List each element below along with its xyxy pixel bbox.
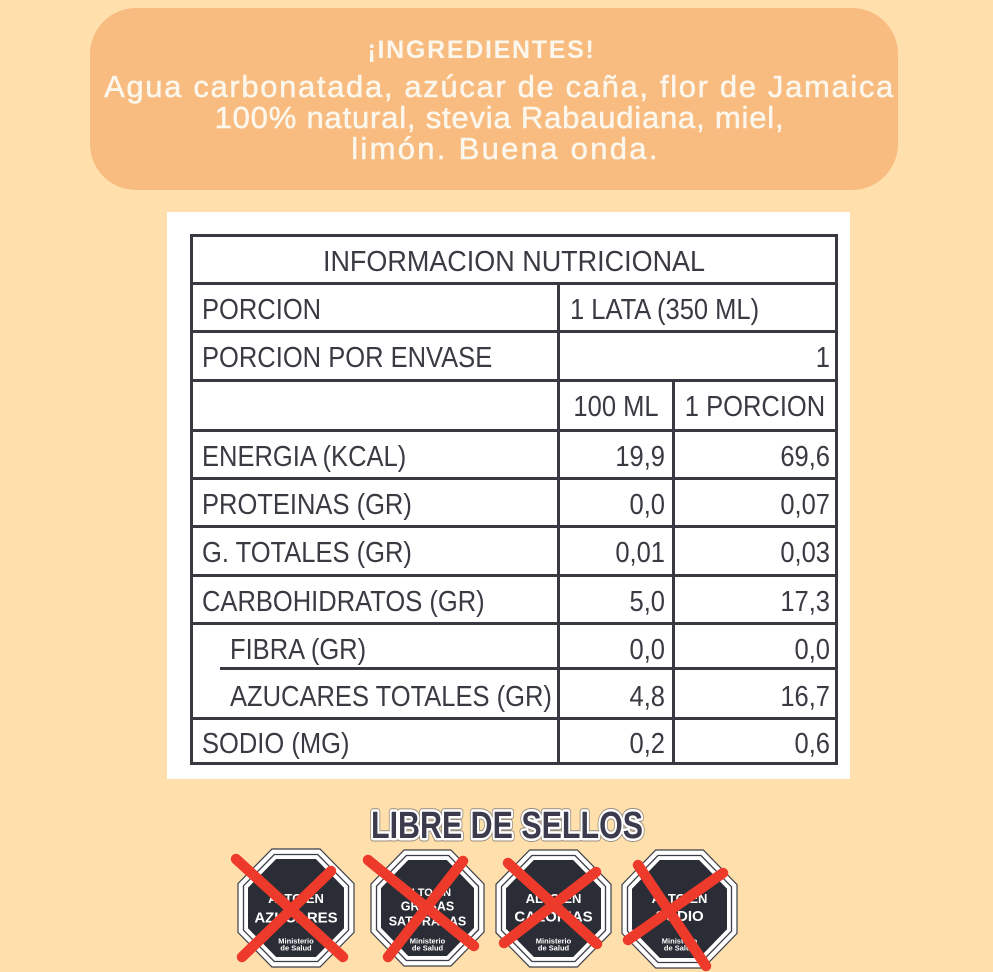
svg-text:Ministerio: Ministerio xyxy=(662,937,698,946)
svg-text:de Salud: de Salud xyxy=(280,944,312,953)
svg-text:de Salud: de Salud xyxy=(412,944,444,953)
svg-text:de Salud: de Salud xyxy=(664,944,696,953)
svg-text:Ministerio: Ministerio xyxy=(536,937,572,946)
svg-text:Ministerio: Ministerio xyxy=(410,937,446,946)
svg-text:LIBRE DE SELLOS: LIBRE DE SELLOS xyxy=(371,805,643,847)
svg-text:de Salud: de Salud xyxy=(538,944,570,953)
svg-text:Ministerio: Ministerio xyxy=(278,937,314,946)
svg-text:LIBRE DE SELLOS: LIBRE DE SELLOS xyxy=(371,805,643,847)
